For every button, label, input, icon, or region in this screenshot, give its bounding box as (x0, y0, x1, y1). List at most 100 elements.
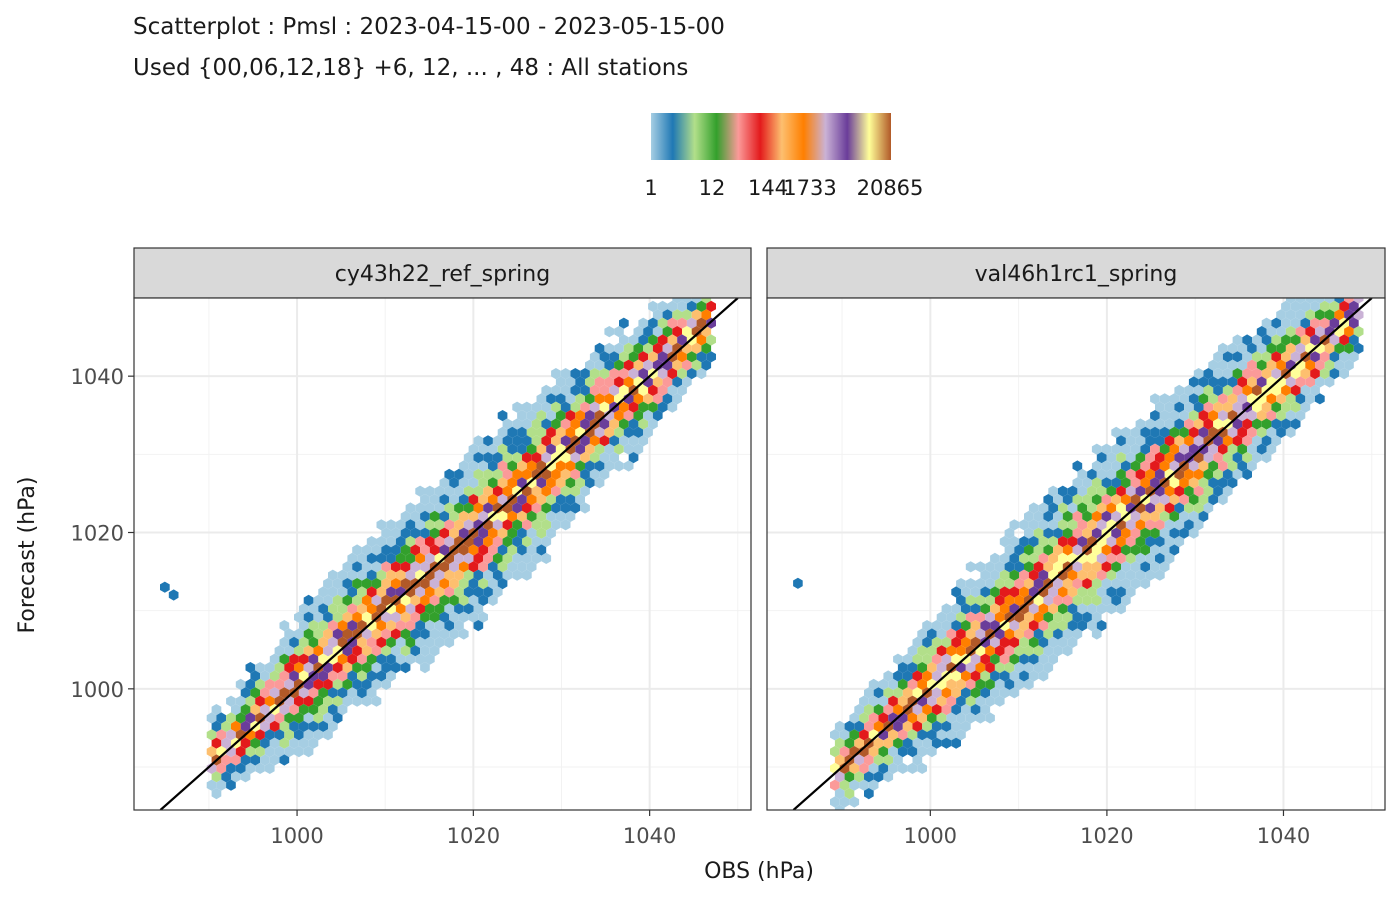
hexbin-cell (941, 687, 952, 699)
hexbin-cell (386, 636, 396, 648)
hexbin-cell (468, 594, 479, 606)
x-axis-title: OBS (hPa) (704, 859, 814, 884)
hexbin-cell (1019, 569, 1029, 581)
hexbin-cell (902, 720, 913, 732)
hexbin-cell (907, 729, 918, 741)
hexbin-cell (1028, 552, 1039, 564)
hexbin-cell (1237, 460, 1248, 472)
hexbin-cell (1232, 435, 1243, 447)
hexbin-cell (449, 494, 459, 506)
hexbin-cell (1150, 410, 1160, 422)
hexbin-cell (970, 586, 981, 598)
hexbin-cell (1184, 418, 1194, 430)
hexbin-cell (893, 737, 903, 749)
hexbin-cell (1101, 561, 1112, 573)
hexbin-cell (483, 586, 493, 598)
hexbin-cell (323, 594, 333, 606)
hexbin-cell (936, 729, 947, 741)
hexbin-cell (555, 376, 566, 388)
hexbin-cell (264, 762, 275, 774)
hexbin-cell (1053, 561, 1063, 573)
hexbin-cell (1159, 561, 1170, 573)
hexbin-cell (560, 418, 571, 430)
hexbin-cell (580, 502, 590, 514)
hexbin-cell (1169, 477, 1180, 489)
hexbin-cell (927, 628, 937, 640)
hexbin-cell (1038, 653, 1049, 665)
hexbin-cell (657, 384, 668, 396)
hexbin-cell (657, 368, 668, 380)
hexbin-cell (1203, 502, 1214, 514)
hexbin-cell (376, 519, 387, 531)
hexbin-cell (859, 712, 869, 724)
hexbin-cell (1082, 494, 1092, 506)
hexbin-cell (342, 695, 353, 707)
y-tick-label: 1000 (71, 678, 124, 702)
hexbin-cell (332, 712, 343, 724)
hexbin-cell (1300, 317, 1311, 329)
hexbin-cell (1091, 544, 1102, 556)
hexbin-cell (599, 401, 610, 413)
hexbin-cell (444, 569, 455, 581)
hexbin-cell (1038, 536, 1049, 548)
hexbin-cell (1339, 334, 1349, 346)
hexbin-cell (1067, 536, 1078, 548)
hexbin-cell (897, 695, 908, 707)
hexbin-cell (1310, 334, 1320, 346)
hexbin-cell (599, 351, 610, 363)
hexbin-cell (1339, 368, 1349, 380)
hexbin-cell (1038, 636, 1049, 648)
hexbin-cell (1266, 443, 1277, 455)
hexbin-cell (633, 359, 644, 371)
hexbin-cell (965, 578, 976, 590)
hexbin-cell (1198, 376, 1209, 388)
hexbin-cell (260, 754, 270, 766)
hexbin-cell (907, 662, 918, 674)
hexbin-cell (1116, 536, 1126, 548)
hexbin-cell (415, 536, 425, 548)
hexbin-cell (565, 426, 576, 438)
hexbin-cell (565, 494, 576, 506)
hexbin-cell (1203, 384, 1214, 396)
hexbin-cell (623, 426, 634, 438)
hexbin-cell (492, 552, 503, 564)
hexbin-cell (1096, 552, 1107, 564)
hexbin-cell (1004, 527, 1015, 539)
hexbin-cell (1014, 611, 1024, 623)
hexbin-cell (405, 653, 416, 665)
hexbin-cell (1077, 536, 1088, 548)
chart-title: Scatterplot : Pmsl : 2023-04-15-00 - 202… (133, 14, 725, 40)
hexbin-cell (975, 712, 986, 724)
hexbin-cell (376, 636, 387, 648)
hexbin-cell (1256, 443, 1267, 455)
hexbin-cell (1048, 536, 1058, 548)
hexbin-cell (1072, 628, 1083, 640)
hexbin-cell (1208, 359, 1218, 371)
hexbin-cell (352, 678, 362, 690)
hexbin-cell (1082, 561, 1092, 573)
hexbin-cell (250, 737, 261, 749)
hexbin-cell (284, 628, 294, 640)
hexbin-cell (589, 351, 600, 363)
hexbin-cell (570, 368, 581, 380)
hexbin-cell (936, 645, 947, 657)
hexbin-cell (1072, 477, 1083, 489)
hexbin-cell (429, 578, 440, 590)
hexbin-cell (420, 628, 430, 640)
hexbin-cell (1091, 628, 1102, 640)
hexbin-cell (410, 544, 421, 556)
hexbin-cell (1349, 334, 1359, 346)
hexbin-cell (1101, 443, 1112, 455)
hexbin-cell (444, 603, 455, 615)
hexbin-cell (1208, 443, 1218, 455)
hexbin-cell (922, 704, 932, 716)
hexbin-cell (425, 620, 435, 632)
hexbin-cell (468, 561, 479, 573)
hexbin-cell (522, 502, 532, 514)
hexbin-cell (1271, 401, 1282, 413)
hexbin-cell (893, 720, 903, 732)
hexbin-cell (975, 561, 986, 573)
hexbin-cell (502, 519, 513, 531)
hexbin-cell (1121, 594, 1131, 606)
